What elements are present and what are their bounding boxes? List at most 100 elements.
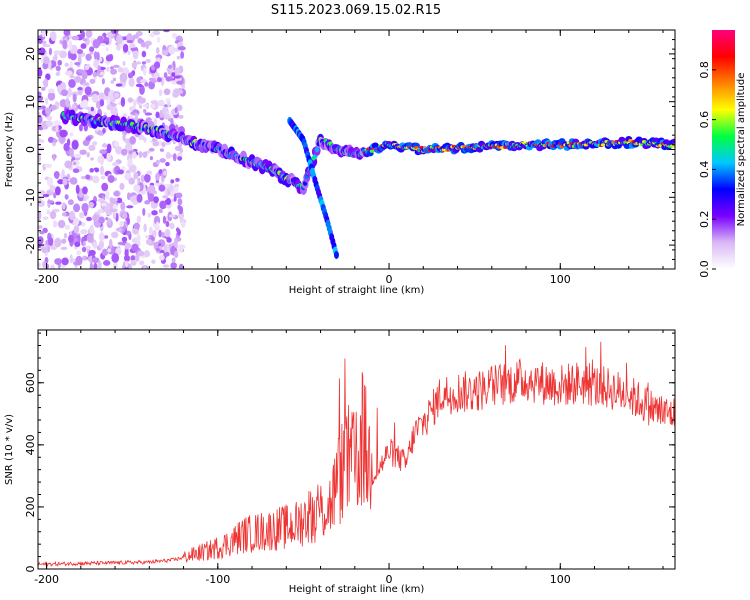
heat-noise: [136, 215, 142, 223]
heat-xtick-label: -100: [205, 273, 230, 286]
heat-noise: [98, 208, 104, 213]
heat-noise: [61, 169, 65, 177]
heat-noise: [153, 61, 161, 69]
heat-noise: [152, 229, 157, 238]
heat-noise: [110, 80, 115, 84]
heat-noise: [139, 84, 145, 95]
heat-noise: [47, 200, 55, 204]
heat-noise: [113, 141, 120, 148]
heat-noise: [64, 62, 69, 67]
heat-noise: [175, 192, 183, 199]
heat-noise: [57, 219, 66, 229]
heat-noise: [38, 115, 43, 124]
heat-noise: [55, 201, 62, 205]
heat-noise: [59, 129, 67, 138]
heat-noise: [181, 84, 186, 89]
heat-ylabel: Frequency (Hz): [4, 112, 15, 188]
heat-noise: [91, 93, 99, 103]
heat-noise: [122, 61, 126, 66]
heat-noise: [76, 48, 84, 55]
heat-noise: [59, 82, 65, 90]
heat-noise: [159, 200, 167, 210]
heat-noise: [82, 99, 89, 108]
heat-noise: [174, 67, 181, 76]
snr-ticks: -200 -100 0 100 0 200 400 600: [24, 330, 675, 586]
snr-ytick-label: 400: [24, 434, 37, 455]
heat-noise: [89, 224, 94, 235]
heat-noise: [110, 68, 118, 75]
heat-noise: [177, 46, 186, 51]
heat-noise: [60, 89, 69, 97]
heat-noise: [133, 184, 141, 192]
heat-noise: [162, 30, 171, 33]
heat-noise: [80, 228, 88, 235]
heat-noise: [119, 220, 125, 228]
heat-noise: [158, 229, 162, 238]
heat-noise: [127, 50, 131, 55]
heat-noise: [110, 231, 119, 239]
heat-noise: [162, 170, 167, 176]
heat-noise: [57, 59, 63, 66]
heat-noise: [151, 259, 156, 264]
heat-noise: [92, 214, 100, 222]
heat-noise: [38, 152, 41, 163]
heat-noise: [136, 233, 141, 242]
heat-noise: [53, 120, 61, 126]
heat-noise: [148, 147, 155, 152]
cbar-tick-label: 0.8: [698, 61, 711, 79]
cbar-tick-label: 0.0: [698, 260, 711, 278]
heat-noise: [69, 75, 75, 79]
heat-noise: [159, 158, 166, 163]
heat-noise: [81, 82, 90, 86]
snr-ytick-label: 600: [24, 372, 37, 393]
heat-noise: [140, 174, 145, 183]
heat-noise: [171, 32, 177, 39]
heat-noise: [41, 30, 46, 38]
heat-noise: [49, 210, 57, 220]
heat-noise: [124, 242, 132, 249]
heat-noise: [133, 172, 139, 180]
heat-noise: [69, 52, 77, 61]
heat-noise: [153, 215, 161, 225]
heat-noise: [94, 168, 100, 173]
heat-noise: [127, 263, 132, 269]
heat-noise: [82, 38, 88, 42]
heat-noise: [101, 143, 108, 148]
heat-noise: [115, 146, 123, 155]
heat-noise: [152, 30, 161, 36]
heat-noise: [131, 243, 139, 252]
heat-noise: [91, 257, 100, 264]
heat-noise: [142, 104, 150, 108]
heat-noise: [165, 76, 173, 82]
heat-noise: [103, 36, 110, 43]
heat-noise: [88, 144, 96, 152]
heat-noise: [150, 103, 156, 109]
heat-noise: [150, 79, 158, 83]
heat-branch: [333, 250, 339, 259]
heat-noise: [73, 203, 81, 213]
heat-noise: [158, 89, 163, 97]
heat-noise: [127, 72, 134, 79]
heat-noise: [112, 77, 117, 82]
heat-noise: [133, 98, 137, 109]
heat-noise: [170, 262, 178, 269]
heat-noise: [173, 239, 178, 248]
heat-noise: [145, 234, 150, 239]
heat-noise: [127, 158, 133, 166]
heat-noise: [176, 80, 184, 85]
heat-noise: [148, 80, 155, 90]
heat-noise: [108, 238, 113, 249]
heat-noise: [76, 250, 82, 256]
heat-noise: [109, 208, 118, 213]
heat-noise: [167, 64, 173, 69]
heat-noise: [107, 175, 115, 183]
snr-series-line: [38, 341, 675, 568]
heat-noise: [72, 168, 80, 174]
heat-noise: [168, 45, 176, 55]
heat-noise: [63, 30, 71, 37]
heat-noise: [89, 51, 94, 55]
heat-noise: [144, 112, 153, 116]
heat-noise: [178, 114, 184, 119]
